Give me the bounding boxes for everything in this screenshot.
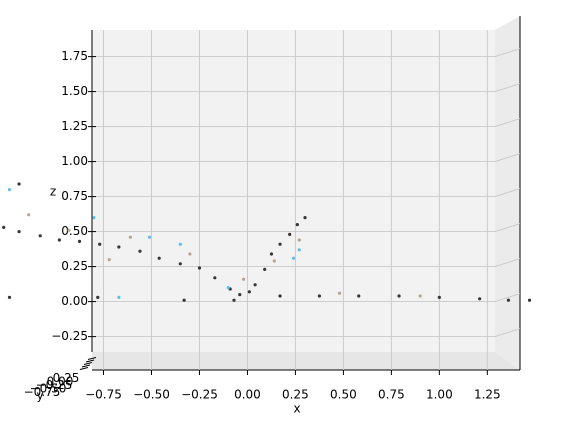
x-tick-label: −0.25 <box>181 388 218 402</box>
point <box>506 298 511 302</box>
point <box>138 249 142 253</box>
point <box>182 298 186 302</box>
point <box>357 294 361 298</box>
z-tick-label: 1.00 <box>61 154 88 168</box>
point <box>117 295 121 299</box>
point <box>272 259 276 263</box>
point <box>117 245 121 249</box>
point <box>213 276 217 280</box>
x-axis-label: x <box>293 402 300 416</box>
point <box>242 277 246 281</box>
point <box>226 286 230 290</box>
z-tick-label: 1.50 <box>61 84 88 98</box>
point <box>67 228 71 232</box>
point <box>57 238 61 242</box>
x-tick-label: 0.75 <box>378 388 405 402</box>
side-grid-line <box>494 48 521 58</box>
point <box>527 298 532 302</box>
point <box>297 248 301 252</box>
point <box>7 295 12 299</box>
point <box>178 262 182 266</box>
point <box>147 235 152 239</box>
z-axis-label: z <box>50 185 56 199</box>
z-tick-label: 0.75 <box>61 189 88 203</box>
z-tick-label: 1.75 <box>61 49 88 63</box>
point <box>128 235 132 239</box>
point <box>188 252 192 256</box>
x-tick-label: 0.25 <box>282 388 309 402</box>
y-tick <box>85 359 95 363</box>
point <box>107 258 111 262</box>
point <box>337 291 342 295</box>
point <box>77 239 82 243</box>
side-grid-line <box>494 293 521 303</box>
side-grid-line <box>494 153 521 163</box>
point <box>232 298 236 302</box>
point <box>437 295 441 299</box>
y-tick <box>87 357 97 360</box>
point <box>197 266 202 270</box>
x-tick-label: 0.50 <box>330 388 357 402</box>
point <box>98 242 102 246</box>
point <box>263 267 267 271</box>
y-tick <box>83 362 93 365</box>
point <box>278 294 282 298</box>
point <box>418 294 422 298</box>
x-tick-label: 1.00 <box>426 388 453 402</box>
side-grid-line <box>494 188 521 198</box>
z-tick-label: 1.25 <box>61 119 88 133</box>
point <box>157 256 161 260</box>
point <box>291 256 296 260</box>
point <box>297 238 301 242</box>
z-tick-label: 0.50 <box>61 224 88 238</box>
y-tick-label: −0.75 <box>24 385 61 399</box>
y-tick-label: 0.25 <box>53 371 80 385</box>
z-tick-label: −0.25 <box>51 329 88 343</box>
y-tick <box>81 364 91 368</box>
point <box>96 295 100 299</box>
point <box>92 216 96 220</box>
z-tick-label: 0.00 <box>61 294 88 308</box>
point <box>17 182 21 186</box>
point <box>269 252 274 256</box>
floor-pane <box>92 352 520 370</box>
x-tick-label: −0.50 <box>133 388 170 402</box>
point <box>247 290 251 294</box>
x-tick-label: 0.00 <box>234 388 261 402</box>
point <box>295 223 299 227</box>
point <box>17 230 21 234</box>
side-grid-line <box>494 223 521 233</box>
y-tick-label: −0.25 <box>36 378 73 392</box>
side-grid-line <box>494 328 521 338</box>
x-tick-label: −0.75 <box>85 388 122 402</box>
point <box>238 293 242 297</box>
point <box>303 216 307 220</box>
point <box>317 294 322 298</box>
point <box>278 242 282 246</box>
point <box>253 283 257 287</box>
point <box>38 234 42 238</box>
point <box>478 297 482 301</box>
x-tick-label: 1.25 <box>474 388 501 402</box>
back-pane <box>92 30 495 352</box>
point <box>7 188 12 192</box>
y-axis-label: y <box>36 389 43 403</box>
point <box>288 232 292 236</box>
y-tick-label: −0.50 <box>30 382 67 396</box>
side-grid-line <box>494 258 521 268</box>
point <box>27 213 31 217</box>
y-tick <box>79 367 89 370</box>
z-tick-label: 0.25 <box>61 259 88 273</box>
point <box>2 225 6 229</box>
side-grid-line <box>494 83 521 93</box>
side-grid-line <box>494 118 521 128</box>
point <box>397 294 401 298</box>
y-tick-label: 0.00 <box>47 375 74 389</box>
point <box>178 242 182 246</box>
